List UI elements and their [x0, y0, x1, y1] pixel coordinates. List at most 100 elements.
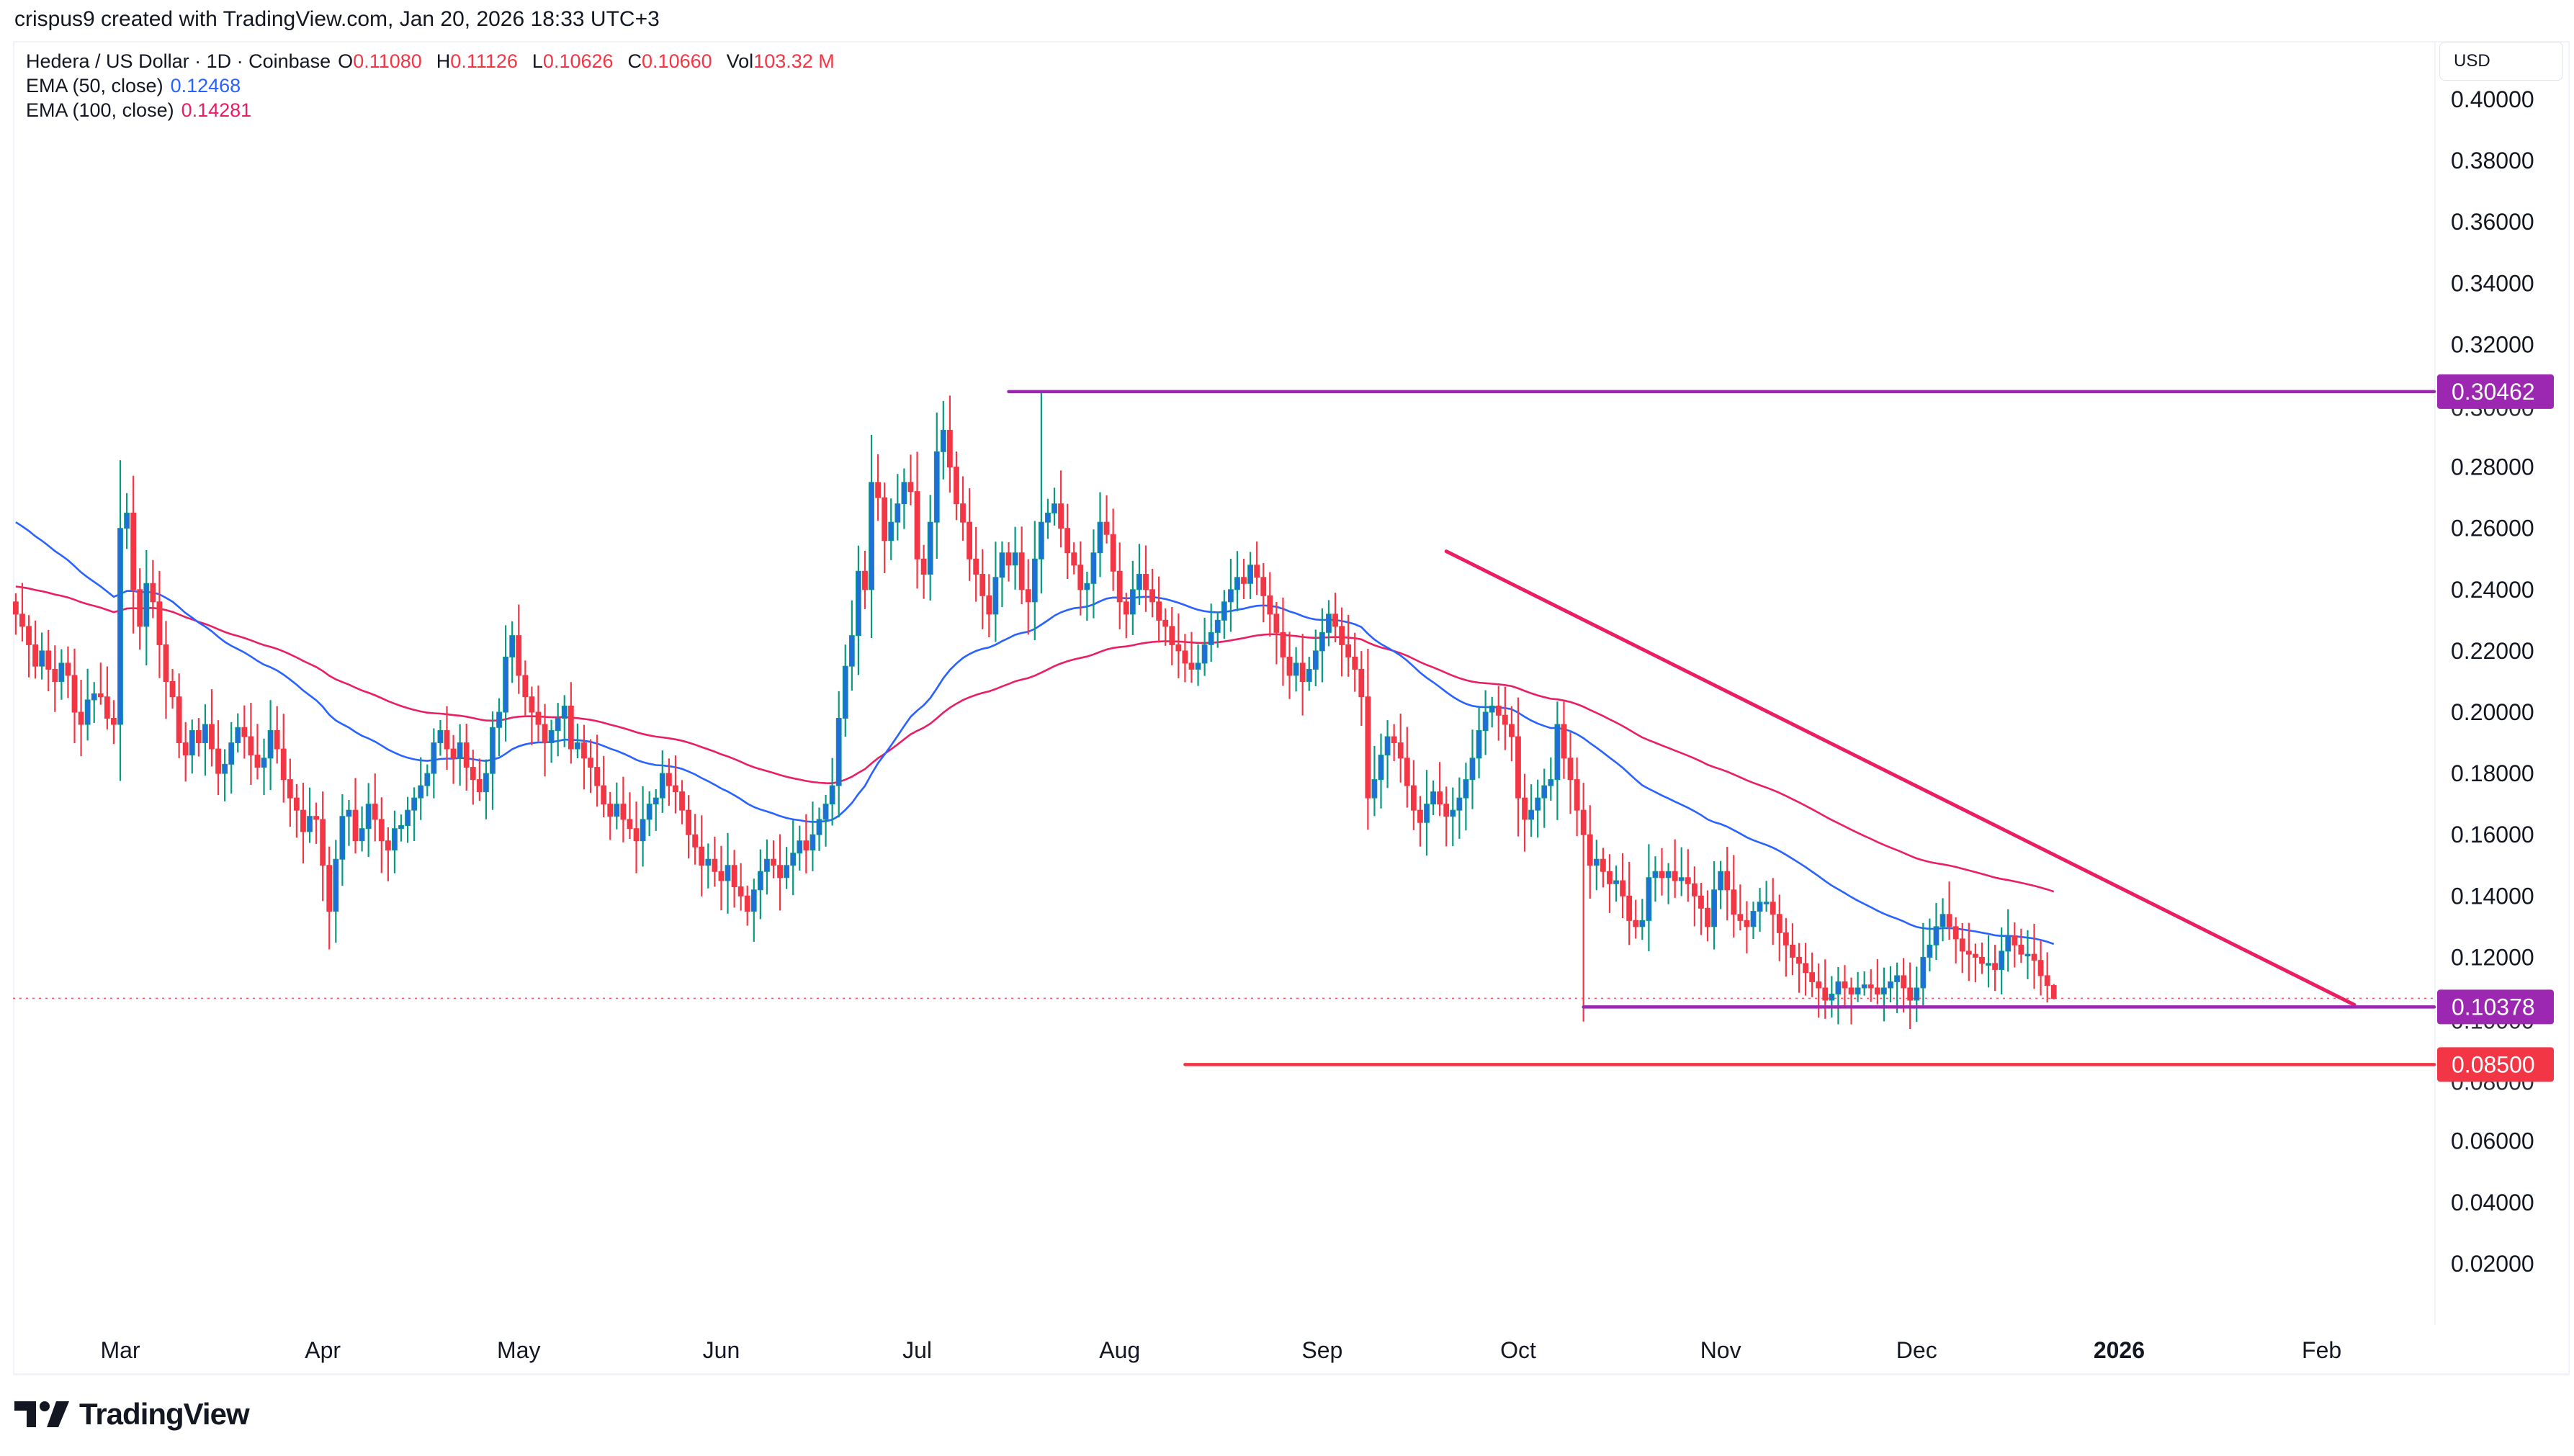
candle [548, 719, 555, 763]
candle [1005, 542, 1012, 582]
candle [2031, 923, 2037, 989]
ema50-legend-row[interactable]: EMA (50, close) 0.12468 [26, 73, 835, 98]
candle [842, 644, 848, 737]
candle [182, 722, 189, 782]
candle [862, 550, 868, 609]
candle [372, 773, 378, 842]
ema100-legend-row[interactable]: EMA (100, close) 0.14281 [26, 98, 835, 122]
time-label: Oct [1500, 1337, 1536, 1363]
candle [1339, 607, 1345, 677]
price-tick: 0.26000 [2451, 516, 2534, 541]
candle [1593, 840, 1600, 891]
candle [835, 691, 842, 818]
candle [1933, 903, 1940, 961]
low-value: 0.10626 [542, 50, 614, 72]
candle [267, 700, 274, 791]
candle [1940, 898, 1946, 942]
candle [398, 814, 404, 842]
ema100-label: EMA (100, close) [26, 99, 174, 121]
candle [1156, 576, 1162, 643]
price-tick: 0.22000 [2451, 638, 2534, 664]
candle [222, 749, 228, 801]
candle [1260, 563, 1267, 623]
candle [450, 734, 457, 784]
candle [137, 568, 143, 650]
ema100-value: 0.14281 [181, 99, 252, 121]
candle [979, 549, 986, 629]
candle [992, 541, 999, 642]
ema50-value: 0.12468 [170, 75, 241, 96]
candle [646, 791, 653, 837]
currency-selector[interactable]: USD [2439, 42, 2563, 81]
candle [1319, 608, 1325, 683]
candle [1867, 969, 1874, 1002]
high-value: 0.11126 [450, 50, 518, 72]
candle [1744, 901, 1750, 954]
candle [1201, 617, 1208, 676]
price-tick: 0.12000 [2451, 944, 2534, 970]
candle [1417, 796, 1423, 847]
candle [392, 810, 398, 873]
candle [287, 758, 293, 827]
candle [1992, 945, 1998, 992]
candle [1221, 590, 1227, 639]
candle [1437, 762, 1443, 817]
candle [1064, 503, 1071, 579]
candle [1835, 966, 1842, 1025]
candle [352, 778, 359, 854]
candle [320, 791, 326, 902]
candle [241, 705, 248, 759]
candle [1136, 544, 1142, 606]
price-axis[interactable]: 0.400000.380000.360000.340000.320000.300… [13, 41, 2570, 1375]
candle [1391, 724, 1397, 762]
price-level[interactable]: 0.30462 [1007, 374, 2554, 409]
time-axis[interactable]: Mar Apr May Jun Jul Aug Sep Oct Nov Dec 2026 Feb [100, 1337, 2341, 1363]
candle [117, 460, 123, 781]
candle [1678, 847, 1685, 896]
candle [483, 759, 489, 819]
candle [32, 620, 38, 679]
candle [673, 755, 678, 814]
candle [692, 814, 699, 865]
candle [45, 629, 52, 691]
candle [1502, 686, 1508, 750]
candle [293, 783, 300, 838]
candle [1469, 729, 1476, 809]
candle [1685, 849, 1691, 902]
candle [71, 648, 78, 744]
open-value: 0.11080 [353, 50, 422, 72]
time-label: 2026 [2094, 1337, 2145, 1363]
ema50-label: EMA (50, close) [26, 75, 163, 96]
tradingview-logo[interactable]: TradingView [14, 1397, 250, 1432]
candle [215, 720, 221, 796]
candle [907, 454, 914, 505]
candle [986, 574, 992, 637]
price-level[interactable]: 0.08500 [1183, 1047, 2554, 1082]
candle [1463, 763, 1469, 831]
candle [771, 840, 776, 878]
candle [1528, 784, 1535, 837]
candle [967, 488, 972, 581]
horizontal-levels[interactable]: 0.30462 0.10378 0.08500 [13, 374, 2554, 1082]
candle [607, 791, 614, 840]
svg-text:0.10378: 0.10378 [2452, 994, 2535, 1020]
time-label: Feb [2302, 1337, 2341, 1363]
symbol-title[interactable]: Hedera / US Dollar · 1D · Coinbase [26, 50, 331, 72]
candle [65, 646, 71, 698]
low-label: L [532, 50, 543, 72]
candle [686, 795, 691, 859]
candle [124, 493, 130, 549]
candle [1757, 888, 1763, 932]
tradingview-logo-text: TradingView [79, 1397, 250, 1431]
descending-trendline[interactable] [1444, 549, 2356, 1007]
candle [1214, 611, 1221, 648]
candle [803, 814, 810, 873]
candle [744, 885, 750, 926]
candle [1038, 391, 1044, 594]
candle [1097, 492, 1103, 578]
candle [58, 649, 65, 700]
candle [875, 454, 882, 521]
candle [1763, 881, 1770, 912]
price-level[interactable]: 0.10378 [1582, 989, 2554, 1025]
